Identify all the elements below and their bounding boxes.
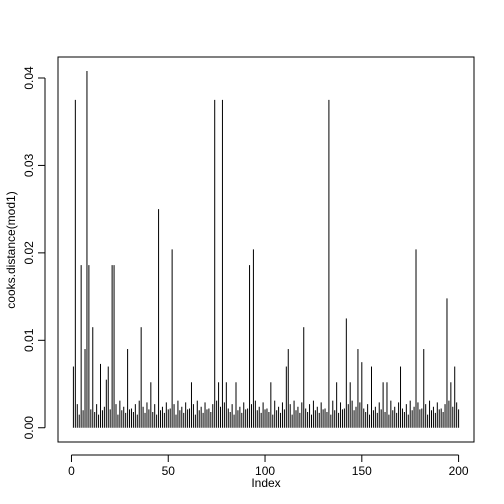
x-axis-label: Index [251,476,280,490]
y-tick-label: 0.02 [22,241,36,265]
x-tick-label: 200 [449,464,469,478]
x-tick-label: 150 [352,464,372,478]
x-tick-label: 50 [162,464,176,478]
y-tick-label: 0.04 [22,66,36,90]
y-tick-label: 0.01 [22,328,36,352]
x-tick-label: 0 [68,464,75,478]
y-axis-label: cooks.distance(mod1) [4,191,18,308]
y-tick-label: 0.03 [22,153,36,177]
x-tick-label: 100 [255,464,275,478]
y-tick-label: 0.00 [22,416,36,440]
plot-frame [57,56,475,443]
